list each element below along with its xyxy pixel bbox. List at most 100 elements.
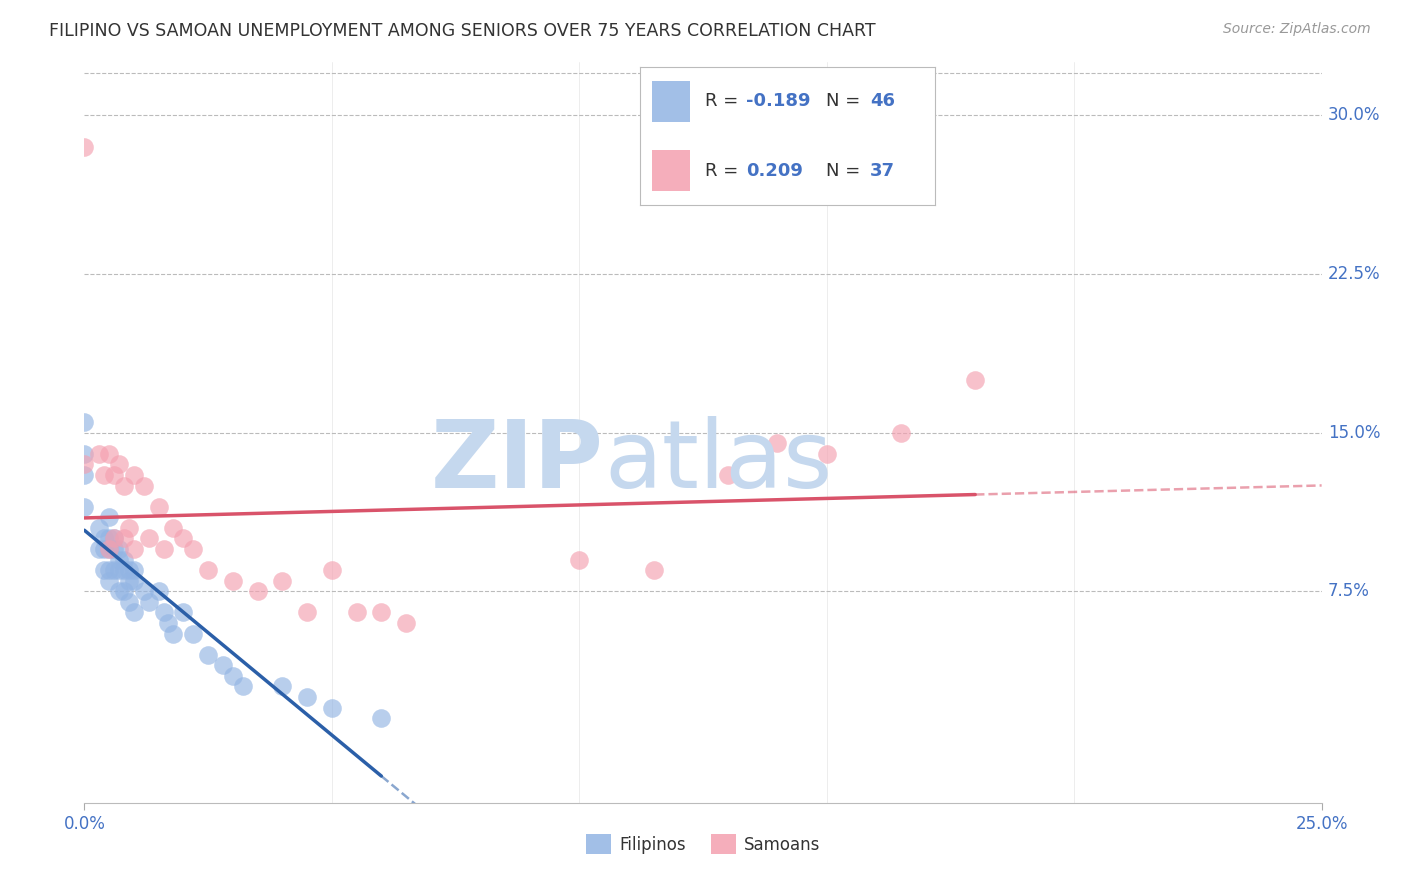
Text: 7.5%: 7.5% [1327, 582, 1369, 600]
Point [73, 140, 96, 154]
Text: 22.5%: 22.5% [1327, 265, 1381, 283]
Point [112, 563, 135, 577]
Point [321, 563, 343, 577]
Point [152, 606, 174, 620]
Point [271, 574, 294, 588]
Point [98, 510, 121, 524]
Point [181, 541, 204, 556]
Point [73, 467, 96, 482]
Point [93, 467, 115, 482]
Point [89, 447, 111, 461]
Point [232, 680, 254, 694]
Point [222, 669, 245, 683]
Point [112, 552, 135, 566]
Point [321, 700, 343, 714]
Point [122, 467, 145, 482]
Text: N =: N = [825, 161, 866, 179]
Point [890, 425, 912, 440]
Point [73, 415, 96, 429]
Point [103, 541, 125, 556]
Point [132, 478, 155, 492]
Point [112, 478, 135, 492]
Text: 37: 37 [870, 161, 896, 179]
Text: -0.189: -0.189 [747, 93, 810, 111]
Point [93, 541, 115, 556]
Point [197, 563, 219, 577]
Point [568, 552, 591, 566]
Point [152, 541, 174, 556]
Point [138, 595, 160, 609]
Point [295, 606, 318, 620]
Point [815, 447, 838, 461]
Text: atlas: atlas [605, 417, 832, 508]
Point [370, 606, 392, 620]
Point [172, 606, 194, 620]
Point [181, 626, 204, 640]
Point [118, 574, 141, 588]
Point [766, 436, 789, 450]
Point [148, 584, 170, 599]
Point [89, 521, 111, 535]
Text: R =: R = [704, 93, 744, 111]
Point [118, 563, 141, 577]
Point [98, 563, 121, 577]
Point [271, 680, 294, 694]
Point [162, 521, 184, 535]
Point [370, 711, 392, 725]
Point [108, 458, 131, 472]
Point [73, 458, 96, 472]
Point [157, 615, 180, 630]
Legend: Filipinos, Samoans: Filipinos, Samoans [579, 828, 827, 861]
Text: ZIP: ZIP [432, 417, 605, 508]
Point [132, 584, 155, 599]
Point [103, 532, 125, 546]
Point [118, 595, 141, 609]
Text: Source: ZipAtlas.com: Source: ZipAtlas.com [1223, 22, 1371, 37]
Point [965, 373, 987, 387]
Point [112, 532, 135, 546]
Point [108, 584, 131, 599]
Point [103, 467, 125, 482]
Point [122, 574, 145, 588]
Bar [651, 150, 690, 191]
Point [73, 500, 96, 514]
Point [346, 606, 368, 620]
Text: 30.0%: 30.0% [1327, 106, 1381, 124]
Point [295, 690, 318, 704]
Point [98, 532, 121, 546]
Point [162, 626, 184, 640]
Point [122, 606, 145, 620]
Text: N =: N = [825, 93, 866, 111]
Point [118, 521, 141, 535]
Point [643, 563, 665, 577]
Bar [651, 81, 690, 122]
Point [395, 615, 418, 630]
Point [98, 541, 121, 556]
Point [103, 563, 125, 577]
Point [93, 532, 115, 546]
Text: 0.209: 0.209 [747, 161, 803, 179]
Point [172, 532, 194, 546]
Point [212, 658, 235, 673]
Point [246, 584, 269, 599]
Text: 15.0%: 15.0% [1327, 424, 1381, 442]
Text: FILIPINO VS SAMOAN UNEMPLOYMENT AMONG SENIORS OVER 75 YEARS CORRELATION CHART: FILIPINO VS SAMOAN UNEMPLOYMENT AMONG SE… [49, 22, 876, 40]
Point [148, 500, 170, 514]
Point [98, 447, 121, 461]
Text: 46: 46 [870, 93, 896, 111]
Point [108, 563, 131, 577]
Point [73, 447, 96, 461]
Point [108, 552, 131, 566]
Point [717, 467, 740, 482]
Point [197, 648, 219, 662]
Point [112, 584, 135, 599]
Point [98, 541, 121, 556]
Point [138, 532, 160, 546]
Point [98, 574, 121, 588]
Point [122, 563, 145, 577]
Point [122, 541, 145, 556]
Point [222, 574, 245, 588]
Point [89, 541, 111, 556]
Point [93, 563, 115, 577]
Point [108, 541, 131, 556]
